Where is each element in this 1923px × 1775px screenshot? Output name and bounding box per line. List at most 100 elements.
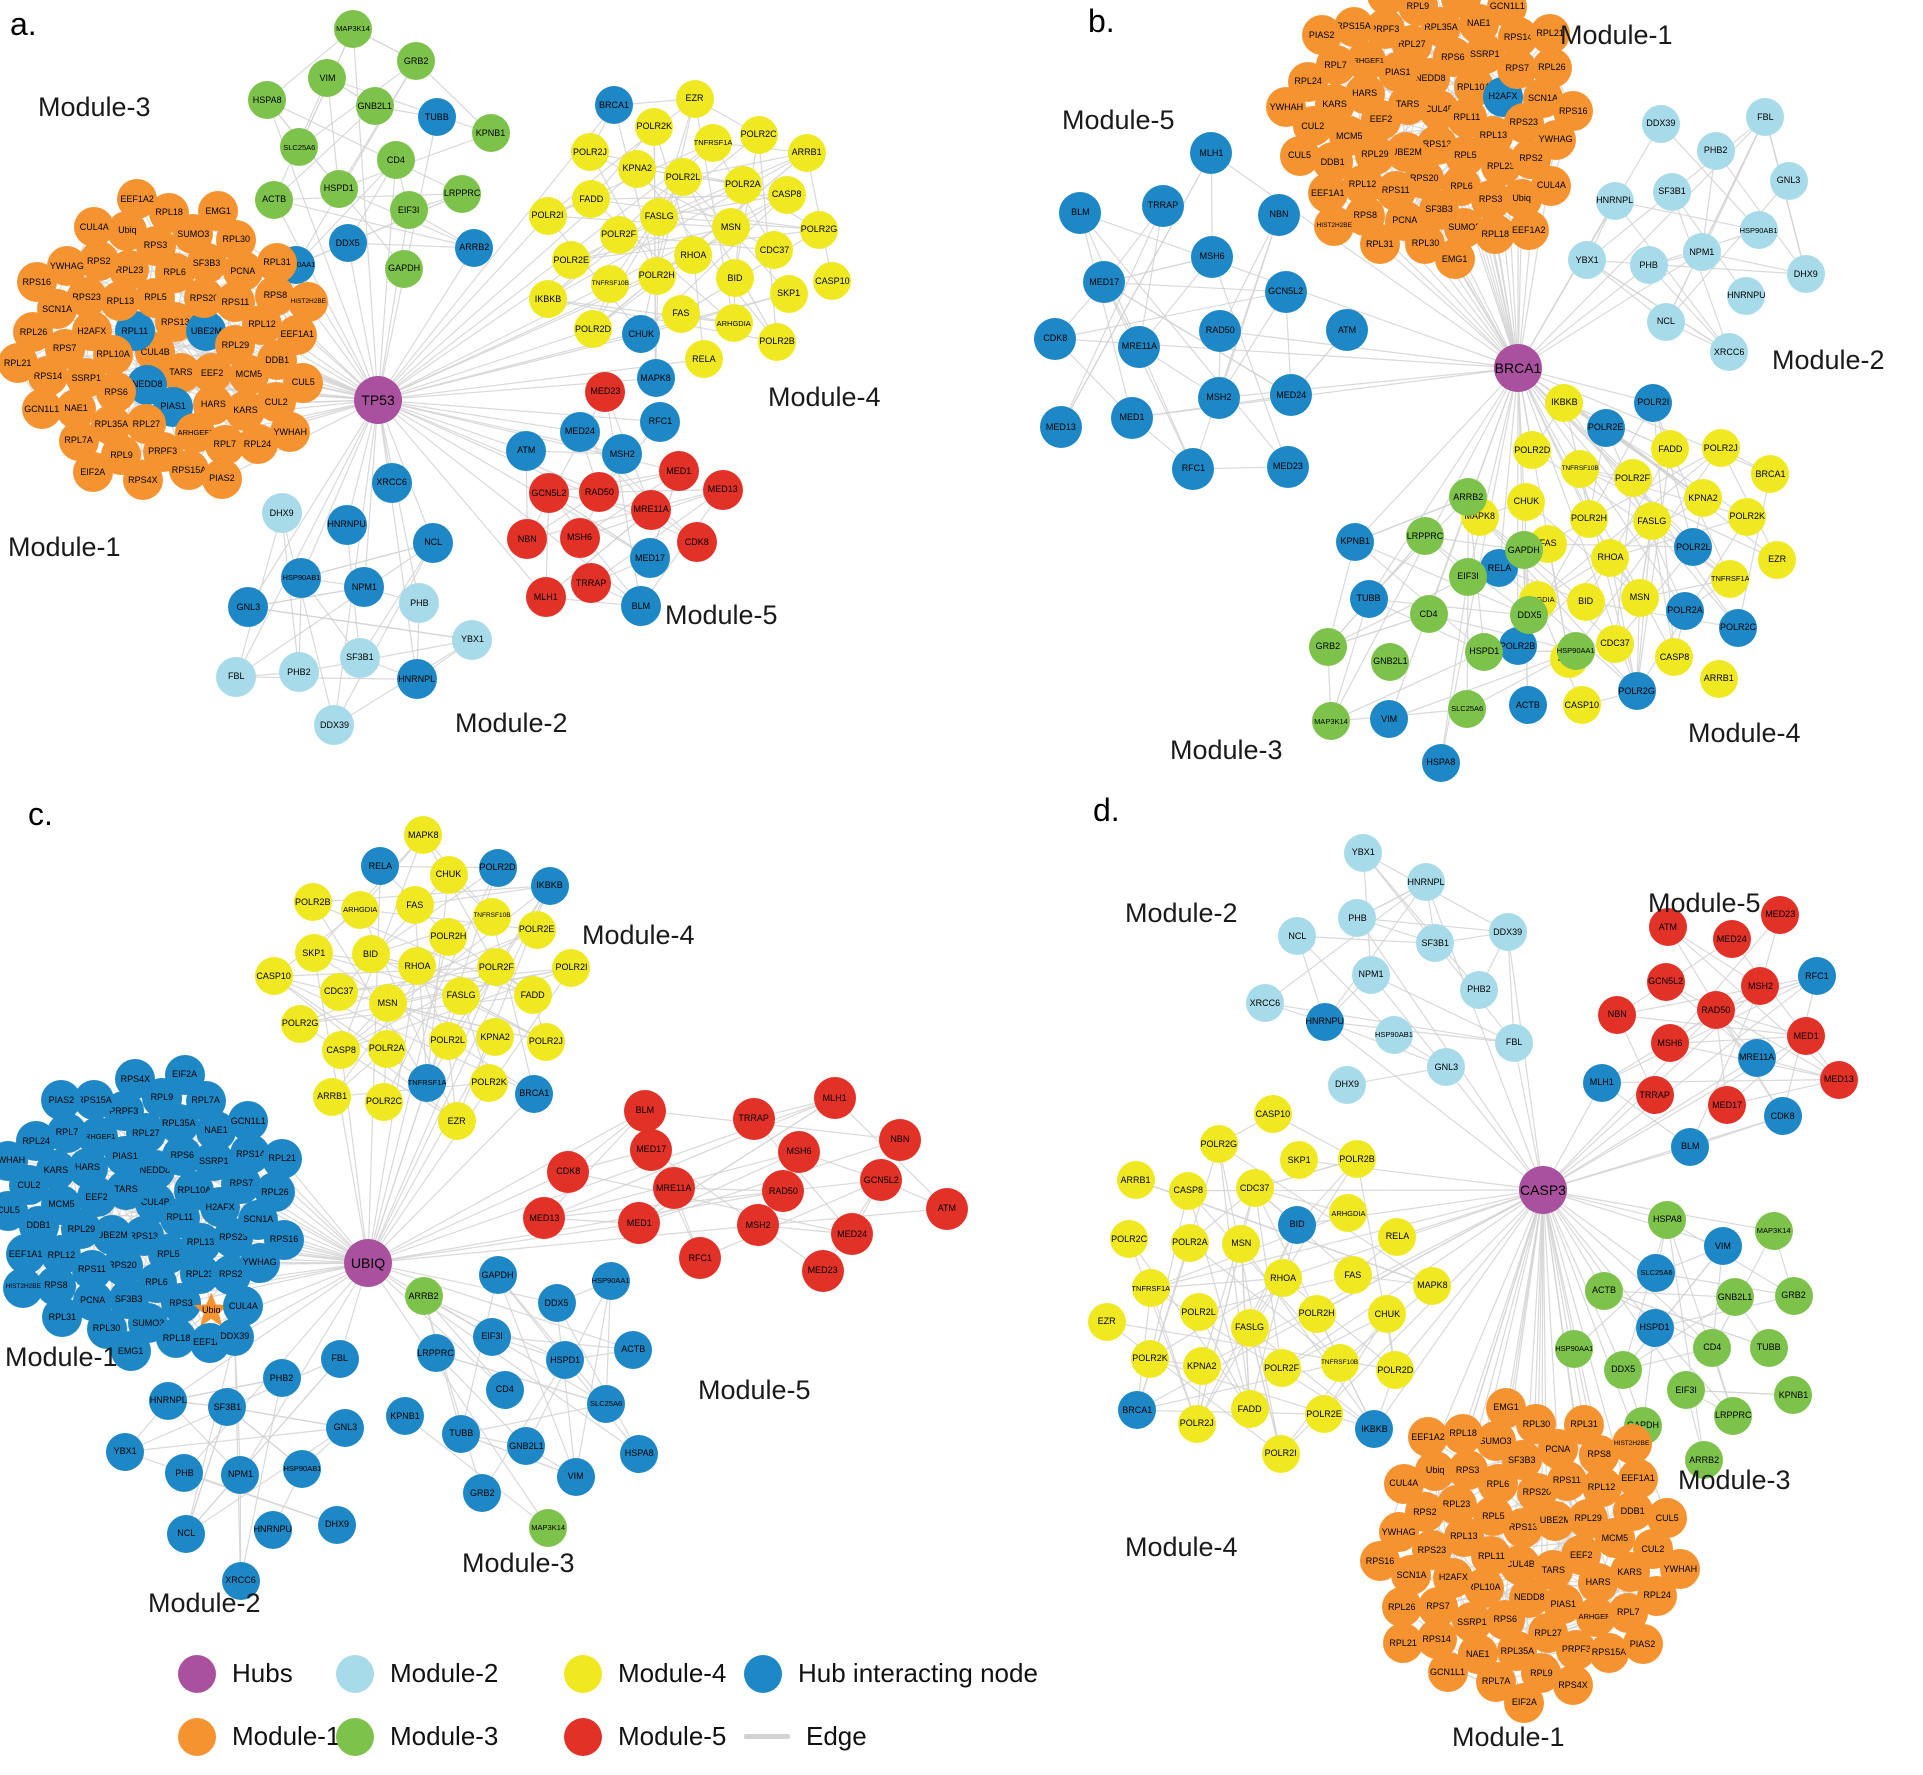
gene-node: MAPK8 <box>404 816 443 855</box>
gene-node: RPL26 <box>1531 47 1572 88</box>
gene-node: MED1 <box>658 451 699 492</box>
gene-node: GRB2 <box>397 42 436 81</box>
gene-node: MSH2 <box>1197 376 1240 419</box>
gene-node: MAPK8 <box>636 359 675 398</box>
gene-node: RELA <box>1378 1217 1417 1256</box>
gene-node: TUBB <box>1749 1328 1788 1367</box>
gene-node: GNB2L1 <box>355 87 394 126</box>
gene-node: RPL21 <box>1530 13 1571 54</box>
legend-label: Module-1 <box>232 1721 341 1751</box>
gene-node: CHUK <box>622 315 661 354</box>
gene-node: HSP90AB1 <box>1739 211 1778 250</box>
gene-node: POLR2C <box>1110 1220 1149 1259</box>
gene-node: POLR2A <box>1666 591 1705 630</box>
gene-node: KPNB1 <box>471 114 510 153</box>
gene-node: POLR2K <box>469 1063 508 1102</box>
legend-label: Module-3 <box>390 1721 499 1751</box>
gene-node: CASP10 <box>1253 1095 1292 1134</box>
gene-node: DDX5 <box>1510 596 1549 635</box>
gene-node: EEF1A1 <box>1617 1458 1658 1499</box>
gene-node: RAD50 <box>762 1170 805 1213</box>
gene-node: NBN <box>1598 995 1637 1034</box>
gene-node: MSH6 <box>1191 235 1234 278</box>
gene-node: SLC25A6 <box>1637 1254 1676 1293</box>
module-label: Module-1 <box>1452 1722 1565 1752</box>
gene-node: POLR2G <box>1199 1125 1238 1164</box>
gene-node: HSPD1 <box>319 169 358 208</box>
gene-node: SF3B1 <box>339 637 380 678</box>
gene-node: HSP90AB1 <box>283 1449 322 1488</box>
gene-node: GCN5L2 <box>1264 270 1307 313</box>
gene-node: BRCA1 <box>515 1074 554 1113</box>
gene-node: EIF3I <box>473 1317 512 1356</box>
gene-node: HIST2H2BE <box>288 282 329 323</box>
gene-node: POLR2H <box>637 256 676 295</box>
gene-node: POLR2F <box>1262 1349 1301 1388</box>
gene-node: EIF2A <box>164 1054 205 1095</box>
gene-node: POLR2E <box>552 241 591 280</box>
gene-node: MSN <box>711 208 750 247</box>
gene-node: CD4 <box>1693 1328 1732 1367</box>
gene-node: HIST2H2BE <box>3 1267 44 1308</box>
gene-node: FADD <box>513 976 552 1015</box>
gene-node: POLR2C <box>1719 608 1758 647</box>
gene-node: TNFRSF1A <box>1131 1269 1170 1308</box>
gene-node: MED24 <box>1270 374 1313 417</box>
module-label: Module-5 <box>1648 888 1761 918</box>
module-label: Module-4 <box>768 382 881 412</box>
gene-node: DDX5 <box>537 1284 576 1323</box>
gene-node: RPL21 <box>262 1138 303 1179</box>
gene-node: MAP3K14 <box>1754 1212 1793 1250</box>
gene-node: CDK8 <box>676 522 717 563</box>
gene-node: NCL <box>167 1514 206 1553</box>
gene-node: RPL31 <box>257 242 297 283</box>
gene-node: RPS15A <box>1588 1632 1629 1673</box>
module-label: Module-3 <box>462 1548 575 1578</box>
gene-node: ATM <box>1648 908 1687 947</box>
gene-node: TNFRSF10B <box>1561 450 1600 489</box>
module-label: Module-1 <box>1560 20 1673 50</box>
module-label: Module-4 <box>1688 718 1801 748</box>
gene-node: LRPPRC <box>443 174 482 213</box>
gene-node: POLR2J <box>571 133 610 172</box>
gene-node: ARRB1 <box>787 133 826 172</box>
gene-node: PHB2 <box>1459 970 1498 1009</box>
gene-node: POLR2D <box>1513 431 1552 470</box>
gene-node: CUL5 <box>283 362 324 403</box>
gene-node: GCN1L1 <box>228 1101 269 1142</box>
gene-node: GCN1L1 <box>1427 1652 1468 1692</box>
gene-node: POLR2H <box>1570 499 1608 538</box>
gene-node: SF3B1 <box>1653 172 1692 211</box>
gene-node: ARRB1 <box>313 1077 352 1116</box>
gene-node: HSPA8 <box>620 1434 659 1473</box>
gene-node: POLR2D <box>1376 1351 1415 1389</box>
module3-color-swatch <box>336 1717 374 1756</box>
gene-node: TNFRSF1A <box>694 123 733 162</box>
gene-node: SLC25A6 <box>1448 690 1487 729</box>
gene-node: FASLG <box>442 976 481 1015</box>
gene-node: BID <box>351 935 390 974</box>
gene-node: KPNB1 <box>1336 522 1375 561</box>
gene-node: ACTB <box>255 180 294 219</box>
gene-node: POLR2J <box>1701 429 1740 468</box>
gene-node: DDX39 <box>1641 104 1680 143</box>
gene-node: YWHAH <box>1660 1549 1701 1590</box>
gene-node: TRRAP <box>1635 1076 1674 1115</box>
gene-node: SKP1 <box>769 274 808 313</box>
gene-node: MED13 <box>702 469 743 510</box>
gene-node: POLR2A <box>723 165 762 204</box>
gene-node: YBX1 <box>106 1432 145 1471</box>
gene-node: RHOA <box>1591 538 1630 577</box>
gene-node: EMG1 <box>1486 1387 1527 1428</box>
gene-node: ATM <box>1326 309 1368 352</box>
gene-node: DDX5 <box>328 224 367 263</box>
gene-node: FAS <box>395 886 434 925</box>
gene-node: CASP8 <box>1169 1171 1208 1210</box>
gene-node: RELA <box>361 847 400 886</box>
gene-node: BLM <box>620 586 661 627</box>
gene-node: RHOA <box>674 236 713 275</box>
gene-node: MSH6 <box>1650 1024 1689 1063</box>
gene-node: VIM <box>556 1457 595 1496</box>
gene-node: RPS15A <box>74 1080 115 1121</box>
gene-node: POLR2I <box>1261 1434 1300 1473</box>
